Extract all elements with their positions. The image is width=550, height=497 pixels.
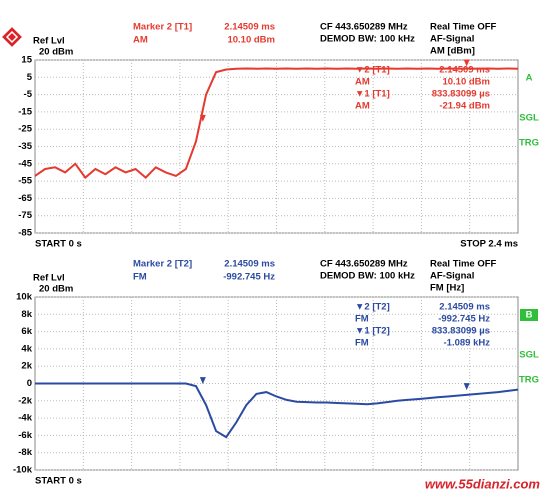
y-tick-label: -45 (18, 158, 32, 169)
marker-readout: AM (133, 35, 148, 46)
marker-table-cell: 833.83099 µs (432, 326, 490, 337)
mode: AF-Signal (430, 271, 474, 282)
marker-table-cell: ▼1 [T1] (355, 89, 390, 100)
marker-table-cell: FM (355, 338, 369, 349)
mode: Real Time OFF (430, 259, 497, 270)
marker-readout: Marker 2 [T2] (133, 259, 192, 270)
x-start-label: START 0 s (35, 476, 82, 487)
side-label: SGL (519, 113, 539, 124)
y-tick-label: -75 (18, 210, 32, 221)
y-tick-label: -25 (18, 124, 32, 135)
x-start-label: START 0 s (35, 239, 82, 250)
y-tick-label: -6k (18, 430, 32, 441)
y-tick-label: -4k (18, 413, 32, 424)
mode: AF-Signal (430, 34, 474, 45)
ref-level: 20 dBm (39, 284, 73, 295)
y-tick-label: -35 (18, 141, 32, 152)
marker-readout: 2.14509 ms (224, 259, 275, 270)
marker (199, 377, 206, 385)
y-tick-label: 4k (21, 343, 32, 354)
y-tick-label: 10k (16, 292, 33, 303)
marker-table-cell: -992.745 Hz (438, 314, 490, 325)
marker-table-cell: FM (355, 314, 369, 325)
marker-table-cell: -1.089 kHz (444, 338, 491, 349)
side-label: TRG (519, 375, 539, 386)
marker-table-cell: AM (355, 101, 370, 112)
y-tick-label: 5 (27, 72, 33, 83)
marker-readout: Marker 2 [T1] (133, 22, 192, 33)
y-tick-label: -10k (13, 465, 33, 476)
side-label: SGL (519, 350, 539, 361)
trace (35, 382, 519, 439)
marker-table-cell: -21.94 dBm (439, 101, 490, 112)
x-stop-label: STOP 2.4 ms (460, 239, 518, 250)
marker-table-cell: ▼2 [T2] (355, 302, 390, 313)
y-tick-label: -8k (18, 447, 32, 458)
marker-table-cell: 2.14509 ms (439, 302, 490, 313)
marker-table-cell: 10.10 dBm (442, 77, 490, 88)
marker-table-cell: ▼1 [T2] (355, 326, 390, 337)
marker (463, 59, 470, 67)
y-tick-label: -65 (18, 193, 32, 204)
side-label: TRG (519, 138, 539, 149)
y-tick-label: 15 (21, 55, 32, 66)
mode: AM [dBm] (430, 46, 475, 57)
setting: DEMOD BW: 100 kHz (320, 34, 415, 45)
ref-level: Ref Lvl (33, 273, 65, 284)
y-tick-label: -55 (18, 176, 32, 187)
marker-readout: 10.10 dBm (227, 35, 275, 46)
y-tick-label: 2k (21, 361, 32, 372)
marker-readout: -992.745 Hz (223, 272, 275, 283)
y-tick-label: 0 (27, 378, 32, 389)
marker-readout: 2.14509 ms (224, 22, 275, 33)
side-label-box (520, 309, 538, 321)
marker-table-cell: 833.83099 µs (432, 89, 490, 100)
y-tick-label: -2k (18, 395, 32, 406)
setting: CF 443.650289 MHz (320, 259, 408, 270)
marker (199, 114, 206, 122)
marker-table-cell: ▼2 [T1] (355, 65, 390, 76)
setting: DEMOD BW: 100 kHz (320, 271, 415, 282)
mode: FM [Hz] (430, 283, 464, 294)
trace (34, 67, 519, 180)
marker-table-cell: 2.14509 ms (439, 65, 490, 76)
marker (463, 383, 470, 391)
side-label: A (526, 73, 533, 84)
y-tick-label: -85 (18, 228, 32, 239)
marker-table-cell: AM (355, 77, 370, 88)
watermark: www.55dianzi.com (425, 476, 541, 491)
ref-level: 20 dBm (39, 47, 73, 58)
y-tick-label: -5 (24, 89, 33, 100)
y-tick-label: 8k (21, 309, 32, 320)
ref-level: Ref Lvl (33, 36, 65, 47)
marker-readout: FM (133, 272, 147, 283)
setting: CF 443.650289 MHz (320, 22, 408, 33)
side-label: B (526, 310, 533, 321)
mode: Real Time OFF (430, 22, 497, 33)
y-tick-label: 6k (21, 326, 32, 337)
y-tick-label: -15 (18, 106, 32, 117)
